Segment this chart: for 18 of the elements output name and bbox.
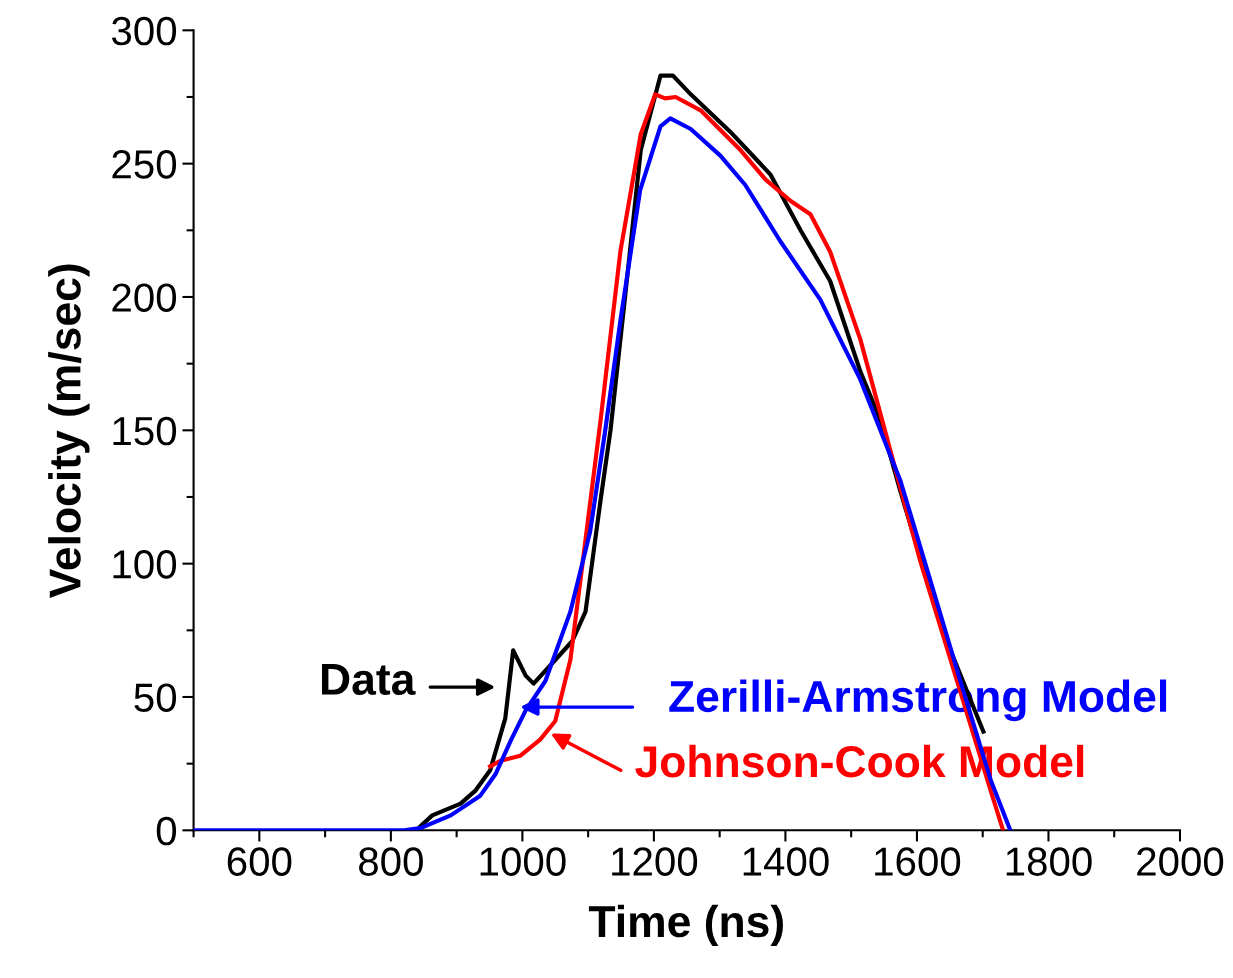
y-tick-label: 300 bbox=[111, 16, 177, 46]
x-axis-title: Time (ns) bbox=[588, 904, 783, 947]
y-axis-title: Velocity (m/sec) bbox=[48, 264, 90, 598]
x-tick-label: 1600 bbox=[875, 847, 961, 876]
x-tick-label: 1800 bbox=[1006, 847, 1092, 876]
annotation: Data bbox=[322, 664, 416, 696]
y-tick-label: 200 bbox=[112, 283, 177, 312]
x-tick-label: 1000 bbox=[480, 847, 566, 876]
x-tick-label: 800 bbox=[359, 847, 423, 876]
y-tick-label: 150 bbox=[113, 416, 177, 446]
y-tick-label: 0 bbox=[156, 816, 177, 846]
x-tick-label: 1200 bbox=[612, 847, 698, 876]
x-tick-label: 2000 bbox=[1137, 847, 1224, 876]
x-tick-label: 600 bbox=[227, 847, 292, 876]
y-tick-label: 250 bbox=[112, 150, 177, 179]
y-tick-label: 100 bbox=[113, 550, 177, 579]
y-tick-label: 50 bbox=[134, 683, 177, 712]
x-tick-label: 1400 bbox=[743, 847, 829, 876]
